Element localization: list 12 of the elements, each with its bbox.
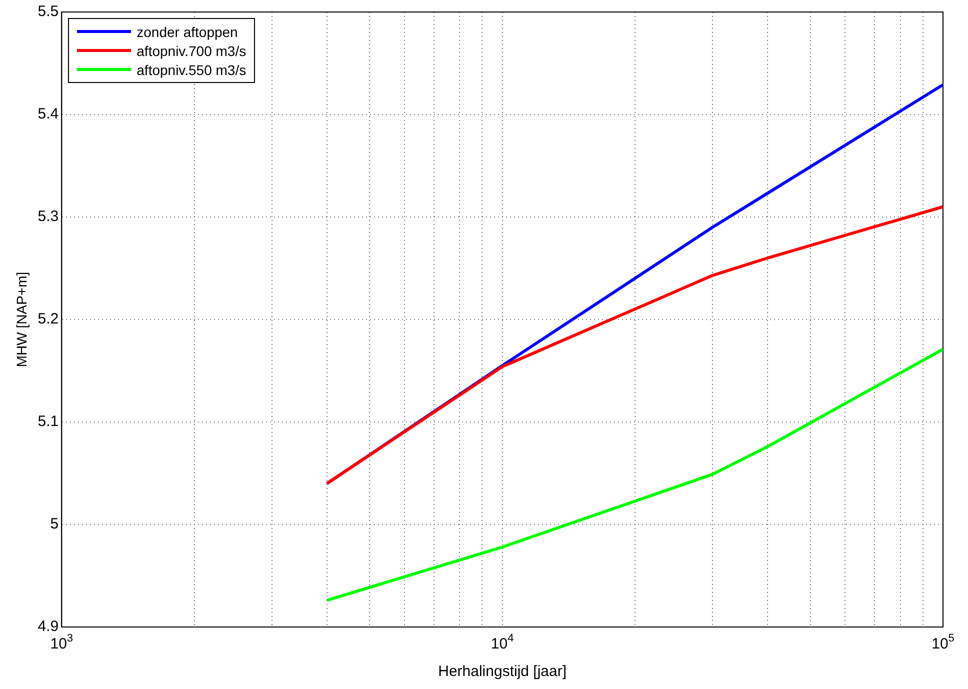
x-axis-title: Herhalingstijd [jaar] <box>438 663 567 680</box>
y-tick-label: 5.2 <box>38 310 59 328</box>
y-tick-label: 5.3 <box>38 208 59 226</box>
y-tick-label: 5.4 <box>38 106 59 123</box>
y-tick-label: 4.9 <box>38 618 59 636</box>
y-tick-label: 5 <box>50 516 59 533</box>
legend-label: aftopniv.700 m3/s <box>136 42 246 58</box>
y-tick-label: 5.1 <box>38 413 59 430</box>
y-tick-label: 5.5 <box>38 3 59 20</box>
legend-label: zonder aftoppen <box>136 24 238 40</box>
y-axis-title: MHW [NAP+m] <box>13 272 30 368</box>
legend-label: aftopniv.550 m3/s <box>136 62 246 78</box>
